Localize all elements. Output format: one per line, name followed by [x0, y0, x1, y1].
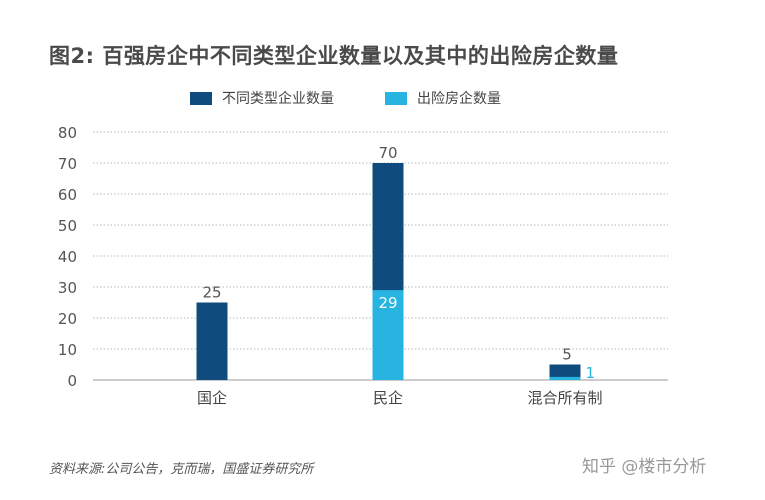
source-note: 资料来源:公司公告，克而瑞，国盛证券研究所 — [49, 462, 314, 477]
x-category-label: 混合所有制 — [527, 389, 602, 407]
legend-label-risk: 出险房企数量 — [417, 91, 501, 107]
watermark: 知乎 @楼市分析 — [582, 457, 707, 477]
legend-swatch-total — [190, 91, 212, 105]
y-tick-label: 70 — [58, 155, 77, 173]
y-tick-label: 40 — [58, 248, 77, 266]
legend-label-total: 不同类型企业数量 — [222, 91, 334, 107]
data-label-total-1: 70 — [378, 144, 397, 162]
y-tick-label: 60 — [58, 186, 77, 204]
bar-risk-2 — [549, 376, 581, 380]
bar-total-0 — [196, 302, 228, 380]
y-tick-label: 20 — [58, 310, 77, 328]
legend-item-risk: 出险房企数量 — [385, 88, 501, 108]
x-category-label: 国企 — [197, 389, 227, 407]
bar-risk-1 — [372, 290, 404, 380]
legend-item-total: 不同类型企业数量 — [190, 88, 334, 108]
data-label-total-2: 5 — [562, 346, 572, 364]
y-tick-label: 80 — [58, 124, 77, 142]
chart-legend: 不同类型企业数量 出险房企数量 — [0, 88, 765, 110]
data-label-total-0: 25 — [202, 284, 221, 302]
bar-total-2 — [549, 364, 581, 380]
data-label-risk-2: 1 — [586, 364, 596, 382]
data-label-risk-1: 29 — [378, 294, 397, 312]
y-tick-label: 30 — [58, 279, 77, 297]
y-tick-label: 10 — [58, 341, 77, 359]
legend-swatch-risk — [385, 91, 407, 105]
y-tick-label: 0 — [67, 372, 77, 390]
x-category-label: 民企 — [373, 389, 403, 407]
y-tick-label: 50 — [58, 217, 77, 235]
chart-title: 图2: 百强房企中不同类型企业数量以及其中的出险房企数量 — [49, 44, 619, 68]
